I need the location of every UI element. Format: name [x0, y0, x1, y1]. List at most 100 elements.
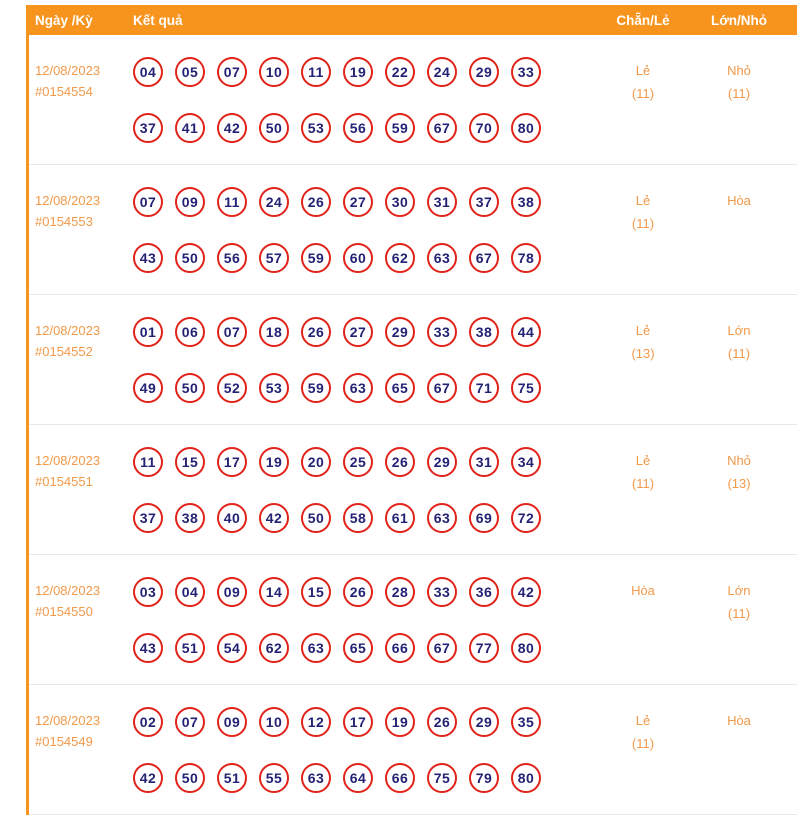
number-ball: 69 — [469, 503, 499, 533]
number-ball: 60 — [343, 243, 373, 273]
number-ball: 80 — [511, 113, 541, 143]
even-odd-value: Lẻ — [635, 453, 651, 468]
even-odd-cell: Lẻ (11) — [595, 187, 691, 294]
even-odd-count: (11) — [631, 735, 655, 751]
lottery-results-table: Ngày /Kỳ Kết quả Chẵn/Lẻ Lớn/Nhỏ 12/08/2… — [26, 5, 797, 815]
number-ball: 18 — [259, 317, 289, 347]
ball-line-2: 42 50 51 55 63 64 66 75 79 80 — [133, 763, 595, 793]
number-ball: 67 — [427, 373, 457, 403]
big-small-count: (11) — [727, 605, 751, 621]
number-ball: 30 — [385, 187, 415, 217]
number-ball: 25 — [343, 447, 373, 477]
even-odd-cell: Lẻ (13) — [595, 317, 691, 424]
number-ball: 19 — [259, 447, 289, 477]
big-small-value: Nhỏ — [727, 63, 751, 78]
result-row: 12/08/2023 #0154553 07 09 11 24 26 27 30 31 37 38… — [29, 165, 797, 295]
number-ball: 06 — [175, 317, 205, 347]
draw-date: 12/08/2023 — [35, 193, 101, 208]
number-ball: 52 — [217, 373, 247, 403]
result-cell: 02 07 09 10 12 17 19 26 29 35 42 50 51 55 63 64 66 75 79 8… — [133, 707, 595, 814]
number-ball: 38 — [511, 187, 541, 217]
number-ball: 40 — [217, 503, 247, 533]
number-ball: 70 — [469, 113, 499, 143]
number-ball: 17 — [343, 707, 373, 737]
big-small-cell: Lớn (11) — [691, 317, 787, 424]
number-ball: 04 — [133, 57, 163, 87]
result-cell: 01 06 07 18 26 27 29 33 38 44 49 50 52 53 59 63 65 67 71 7… — [133, 317, 595, 424]
number-ball: 04 — [175, 577, 205, 607]
number-ball: 05 — [175, 57, 205, 87]
number-ball: 35 — [511, 707, 541, 737]
number-ball: 61 — [385, 503, 415, 533]
number-ball: 15 — [301, 577, 331, 607]
number-ball: 24 — [259, 187, 289, 217]
number-ball: 42 — [511, 577, 541, 607]
header-big-small: Lớn/Nhỏ — [710, 12, 768, 28]
draw-id: #0154549 — [35, 734, 93, 750]
number-ball: 24 — [427, 57, 457, 87]
date-period-cell: 12/08/2023 #0154554 — [29, 57, 133, 164]
number-ball: 11 — [301, 57, 331, 87]
even-odd-value: Lẻ — [635, 713, 651, 728]
ball-line-2: 37 38 40 42 50 58 61 63 69 72 — [133, 503, 595, 533]
number-ball: 58 — [343, 503, 373, 533]
number-ball: 67 — [427, 113, 457, 143]
number-ball: 77 — [469, 633, 499, 663]
draw-id: #0154554 — [35, 84, 93, 100]
number-ball: 07 — [217, 317, 247, 347]
number-ball: 26 — [427, 707, 457, 737]
number-ball: 63 — [301, 633, 331, 663]
number-ball: 55 — [259, 763, 289, 793]
number-ball: 12 — [301, 707, 331, 737]
even-odd-value: Lẻ — [635, 63, 651, 78]
number-ball: 63 — [343, 373, 373, 403]
number-ball: 71 — [469, 373, 499, 403]
number-ball: 37 — [469, 187, 499, 217]
big-small-value: Lớn — [727, 323, 751, 338]
number-ball: 42 — [133, 763, 163, 793]
number-ball: 41 — [175, 113, 205, 143]
date-period-cell: 12/08/2023 #0154549 — [29, 707, 133, 814]
ball-line-2: 49 50 52 53 59 63 65 67 71 75 — [133, 373, 595, 403]
result-row: 12/08/2023 #0154549 02 07 09 10 12 17 19 26 29 35… — [29, 685, 797, 815]
even-odd-value: Lẻ — [635, 323, 651, 338]
ball-line-1: 04 05 07 10 11 19 22 24 29 33 — [133, 57, 595, 87]
result-cell: 04 05 07 10 11 19 22 24 29 33 37 41 42 50 53 56 59 67 70 8… — [133, 57, 595, 164]
number-ball: 43 — [133, 243, 163, 273]
big-small-count: (11) — [727, 345, 751, 361]
number-ball: 59 — [301, 373, 331, 403]
draw-date: 12/08/2023 — [35, 713, 101, 728]
number-ball: 29 — [385, 317, 415, 347]
number-ball: 09 — [175, 187, 205, 217]
number-ball: 29 — [469, 707, 499, 737]
big-small-value: Nhỏ — [727, 453, 751, 468]
result-row: 12/08/2023 #0154554 04 05 07 10 11 19 22 24 29 33… — [29, 35, 797, 165]
number-ball: 11 — [133, 447, 163, 477]
number-ball: 51 — [175, 633, 205, 663]
number-ball: 07 — [175, 707, 205, 737]
number-ball: 72 — [511, 503, 541, 533]
table-body: 12/08/2023 #0154554 04 05 07 10 11 19 22 24 29 33… — [29, 35, 797, 815]
ball-line-1: 02 07 09 10 12 17 19 26 29 35 — [133, 707, 595, 737]
number-ball: 26 — [343, 577, 373, 607]
number-ball: 33 — [427, 577, 457, 607]
number-ball: 07 — [133, 187, 163, 217]
number-ball: 51 — [217, 763, 247, 793]
draw-id: #0154553 — [35, 214, 93, 230]
big-small-count: (13) — [727, 475, 751, 491]
number-ball: 33 — [427, 317, 457, 347]
number-ball: 19 — [385, 707, 415, 737]
number-ball: 42 — [259, 503, 289, 533]
result-cell: 11 15 17 19 20 25 26 29 31 34 37 38 40 42 50 58 61 63 69 7… — [133, 447, 595, 554]
ball-line-1: 07 09 11 24 26 27 30 31 37 38 — [133, 187, 595, 217]
number-ball: 15 — [175, 447, 205, 477]
even-odd-cell: Lẻ (11) — [595, 57, 691, 164]
number-ball: 31 — [427, 187, 457, 217]
date-period-cell: 12/08/2023 #0154553 — [29, 187, 133, 294]
number-ball: 33 — [511, 57, 541, 87]
header-even-odd: Chẵn/Lẻ — [616, 12, 670, 28]
number-ball: 02 — [133, 707, 163, 737]
number-ball: 75 — [511, 373, 541, 403]
number-ball: 09 — [217, 577, 247, 607]
even-odd-count: (11) — [631, 215, 655, 231]
